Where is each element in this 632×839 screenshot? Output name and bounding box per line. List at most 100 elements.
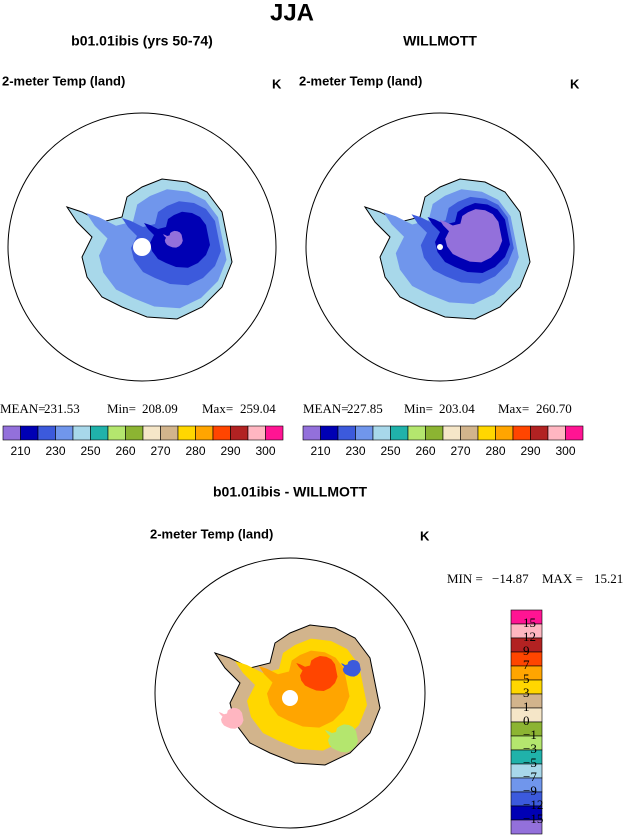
colorbar-label: 5 <box>523 671 530 686</box>
units-label: K <box>570 76 580 91</box>
figure-title: JJA <box>270 0 314 26</box>
colorbar-box <box>530 425 549 441</box>
colorbar-label: 270 <box>150 444 170 458</box>
colorbar-box <box>495 425 514 441</box>
colorbar-box <box>212 425 231 441</box>
units-label: K <box>272 76 282 91</box>
colorbar-box <box>142 425 161 441</box>
stat-label: Min= <box>404 401 433 416</box>
colorbar-box <box>265 425 284 441</box>
land-field <box>218 707 244 729</box>
colorbar-label: −3 <box>523 741 537 756</box>
colorbar-box <box>355 425 374 441</box>
colorbar-label: −9 <box>523 783 537 798</box>
colorbar-box <box>230 425 249 441</box>
colorbar: 210 230 250 260 270 280 290 300 <box>302 425 584 458</box>
colorbar-box <box>372 425 391 441</box>
colorbar-label: 9 <box>523 643 530 658</box>
stat-value: 208.09 <box>142 401 178 416</box>
variable-label: 2-meter Temp (land) <box>150 526 273 541</box>
colorbar-box <box>72 425 91 441</box>
colorbar-label: 3 <box>523 685 530 700</box>
colorbar-label: 250 <box>380 444 400 458</box>
colorbar-label: −1 <box>523 727 537 742</box>
map-boundary <box>7 112 277 382</box>
stat-label: MIN = <box>447 571 483 586</box>
colorbar-label: 250 <box>80 444 100 458</box>
colorbar-box <box>247 425 266 441</box>
stat-value: −14.87 <box>492 571 529 586</box>
colorbar-box <box>20 425 39 441</box>
colorbar-label: 12 <box>523 629 536 644</box>
map <box>305 112 575 382</box>
colorbar-label: 260 <box>115 444 135 458</box>
colorbar-box <box>107 425 126 441</box>
colorbar-box <box>90 425 109 441</box>
colorbar-box <box>337 425 356 441</box>
colorbar-label: 230 <box>45 444 65 458</box>
units-label: K <box>420 528 430 543</box>
stats: MEAN= 231.53 Min= 208.09 Max= 259.04 <box>0 401 276 416</box>
colorbar-label: 270 <box>450 444 470 458</box>
colorbar-box <box>460 425 479 441</box>
stat-value: 227.85 <box>347 401 383 416</box>
colorbar-label: 210 <box>10 444 30 458</box>
stat-label: Max= <box>498 401 529 416</box>
colorbar-box <box>477 425 496 441</box>
colorbar-box <box>407 425 426 441</box>
colorbar-label: 260 <box>415 444 435 458</box>
pole <box>133 238 151 256</box>
colorbar-box <box>442 425 461 441</box>
colorbar-box <box>390 425 409 441</box>
stat-value: 15.21 <box>594 571 623 586</box>
stat-value: 231.53 <box>44 401 80 416</box>
stat-value: 203.04 <box>439 401 475 416</box>
colorbar-label: −5 <box>523 755 537 770</box>
colorbar-box <box>55 425 74 441</box>
colorbar-box <box>510 819 543 835</box>
colorbar-box <box>2 425 21 441</box>
colorbar-label: 0 <box>523 713 530 728</box>
stat-label: MEAN= <box>303 401 349 416</box>
colorbar-box <box>302 425 321 441</box>
colorbar-label: 300 <box>555 444 575 458</box>
colorbar-label: 210 <box>310 444 330 458</box>
stat-label: MEAN= <box>0 401 46 416</box>
colorbar-label: 280 <box>185 444 205 458</box>
colorbar: 210 230 250 260 270 280 290 300 <box>2 425 284 458</box>
stat-value: 260.70 <box>536 401 572 416</box>
map-boundary <box>154 557 426 829</box>
panel-title: b01.01ibis - WILLMOTT <box>213 484 367 500</box>
colorbar-box <box>125 425 144 441</box>
map-boundary <box>305 112 575 382</box>
variable-label: 2-meter Temp (land) <box>299 73 422 88</box>
colorbar-box <box>547 425 566 441</box>
colorbar-label: −7 <box>523 769 537 784</box>
colorbar-label: 290 <box>520 444 540 458</box>
colorbar-label: 1 <box>523 699 530 714</box>
map <box>154 557 426 829</box>
colorbar-box <box>425 425 444 441</box>
colorbar-box <box>512 425 531 441</box>
colorbar-label: 15 <box>523 615 536 630</box>
panel-title: WILLMOTT <box>403 33 477 49</box>
colorbar-label: 230 <box>345 444 365 458</box>
colorbar-label: −12 <box>523 797 543 812</box>
colorbar-label: 7 <box>523 657 530 672</box>
stat-label: Min= <box>107 401 136 416</box>
stat-label: Max= <box>202 401 233 416</box>
colorbar-box <box>320 425 339 441</box>
colorbar-label: 280 <box>485 444 505 458</box>
colorbar-label: −15 <box>523 811 543 826</box>
colorbar-label: 290 <box>220 444 240 458</box>
pole <box>282 690 298 706</box>
pole <box>437 244 443 250</box>
panel-title: b01.01ibis (yrs 50-74) <box>71 33 213 49</box>
colorbar-box <box>160 425 179 441</box>
colorbar-box <box>195 425 214 441</box>
stats: MIN = −14.87 MAX = 15.21 <box>447 571 623 586</box>
colorbar-label: 300 <box>255 444 275 458</box>
colorbar-box <box>37 425 56 441</box>
